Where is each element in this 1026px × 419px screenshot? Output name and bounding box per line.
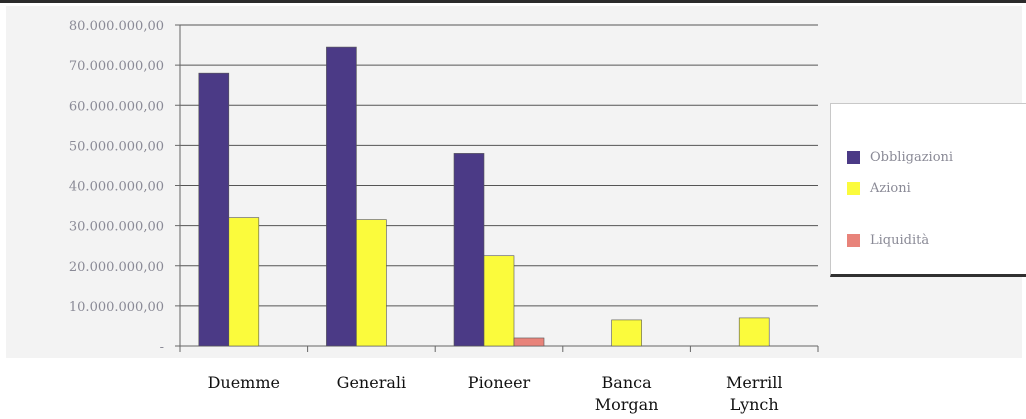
bar-azioni-4 (738, 317, 770, 347)
gridlines (180, 24, 818, 307)
bar-liquidit-2 (513, 337, 545, 347)
y-tick-labels: - 10.000.000,00 20.000.000,00 30.000.000,00… (69, 19, 164, 355)
y-tick-label: 50.000.000,00 (69, 139, 164, 154)
bar-obbligazioni-0 (198, 72, 230, 347)
legend-label: Obbligazioni (870, 150, 954, 165)
legend: Obbligazioni Azioni Liquidità (830, 103, 1026, 277)
y-tick-label: 40.000.000,00 (69, 180, 164, 195)
bar-azioni-2 (483, 255, 515, 347)
x-category-label: Duemme (208, 373, 280, 392)
y-tick-label: 10.000.000,00 (69, 300, 164, 315)
legend-item-azioni: Azioni (847, 181, 911, 196)
x-category-label: Generali (337, 373, 406, 392)
bar-obbligazioni-1 (326, 46, 357, 347)
y-tick-label: 30.000.000,00 (69, 220, 164, 235)
legend-item-liquidita: Liquidità (847, 233, 929, 248)
legend-label: Liquidità (870, 233, 930, 248)
bars (198, 46, 770, 347)
y-tick-label: 70.000.000,00 (69, 59, 164, 74)
x-category-label: Merrill Lynch (726, 373, 783, 414)
top-rule (0, 0, 1026, 3)
legend-swatch-obbligazioni (847, 151, 860, 164)
x-category-label: Banca Morgan (595, 373, 659, 414)
bar-azioni-1 (356, 219, 387, 347)
y-tick-label: 60.000.000,00 (69, 99, 164, 114)
x-category-label: Pioneer (468, 373, 531, 392)
legend-swatch-azioni (847, 182, 860, 195)
bar-obbligazioni-2 (453, 153, 485, 347)
bar-azioni-0 (228, 217, 260, 347)
bar-azioni-3 (611, 319, 642, 347)
y-tick-label: - (160, 340, 164, 355)
y-tick-label: 20.000.000,00 (69, 260, 164, 275)
legend-label: Azioni (870, 181, 911, 196)
x-category-labels: Duemme Generali Pioneer Banca Morgan Merrill L… (208, 373, 783, 414)
y-tick-label: 80.000.000,00 (69, 19, 164, 34)
legend-item-obbligazioni: Obbligazioni (847, 150, 953, 165)
legend-swatch-liquidita (847, 234, 860, 247)
